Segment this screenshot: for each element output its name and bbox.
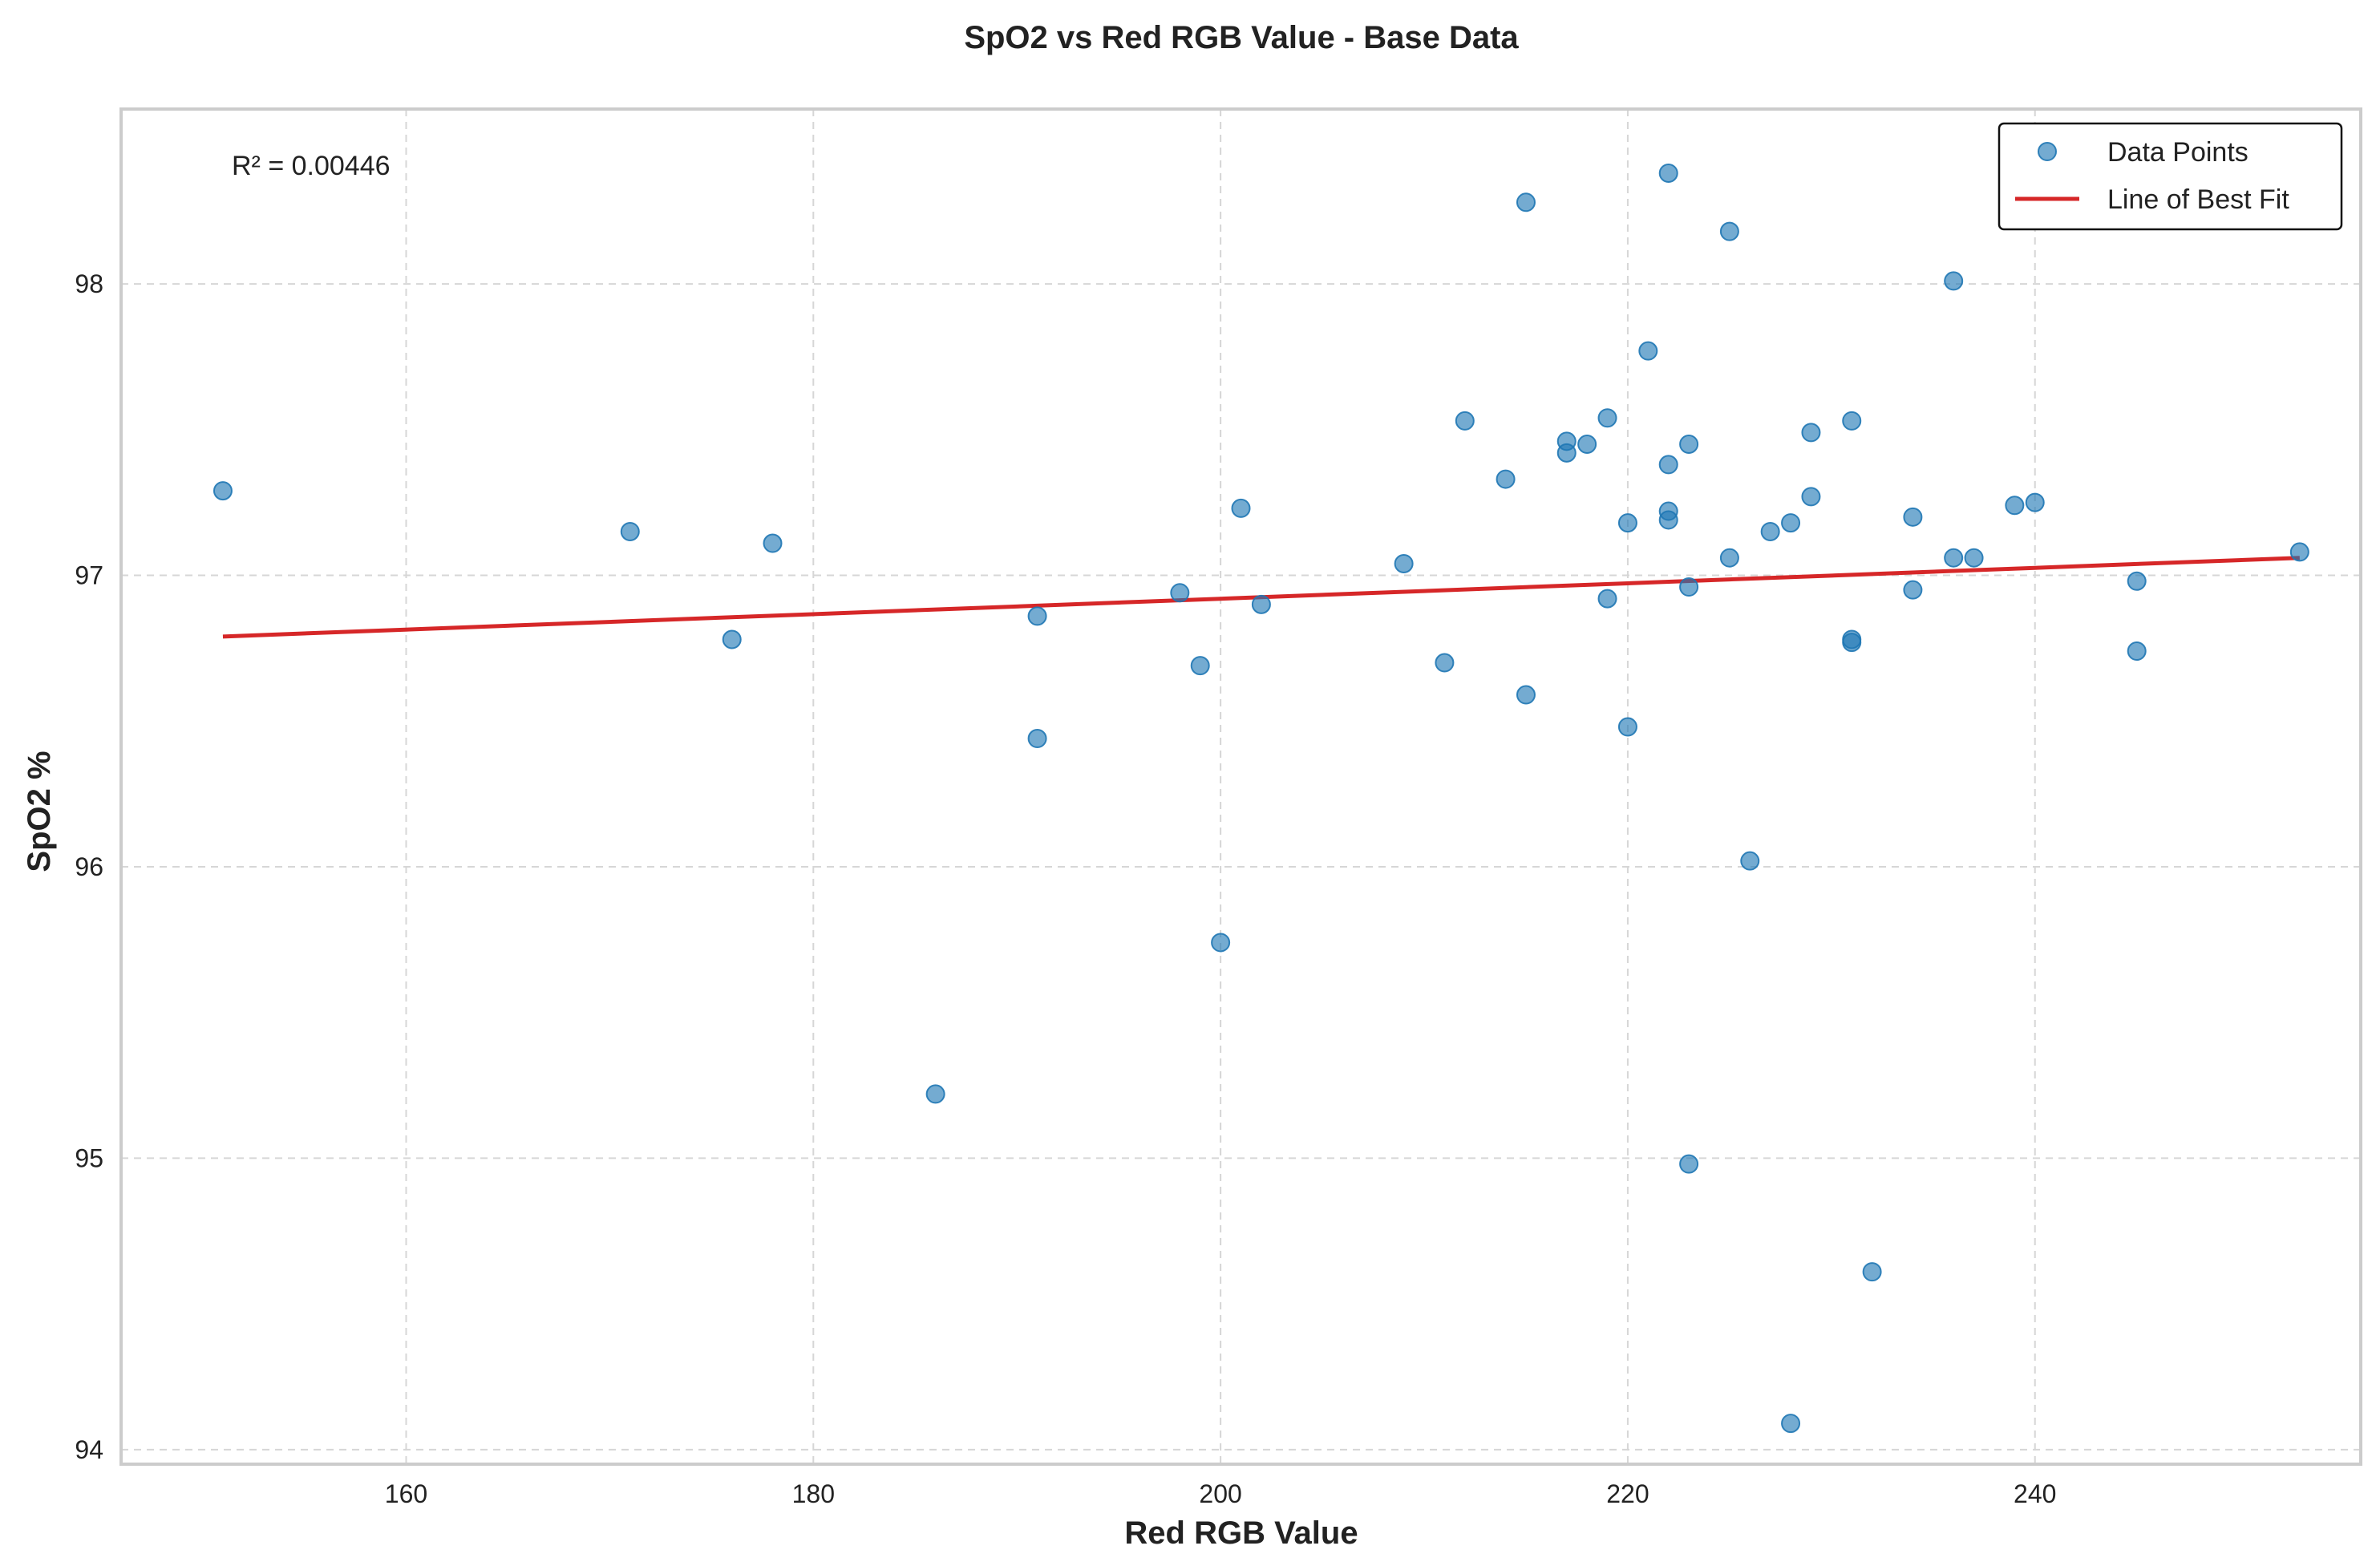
data-point — [763, 533, 783, 553]
data-point — [1658, 455, 1678, 475]
y-tick-label: 96 — [75, 852, 103, 881]
data-point — [1944, 271, 1964, 291]
data-point — [1679, 434, 1699, 454]
data-point — [1027, 606, 1047, 626]
data-point — [1516, 685, 1536, 705]
data-point — [1658, 163, 1678, 183]
data-point — [1516, 192, 1536, 212]
x-tick-label: 200 — [1199, 1479, 1241, 1508]
data-point — [1801, 423, 1821, 443]
data-point — [1801, 487, 1821, 507]
data-point — [1597, 408, 1617, 428]
x-tick-label: 160 — [385, 1479, 427, 1508]
y-tick-label: 98 — [75, 269, 103, 298]
data-point — [1556, 443, 1577, 463]
data-point — [1435, 653, 1455, 673]
data-point — [1496, 469, 1516, 489]
x-tick-label: 240 — [2014, 1479, 2056, 1508]
data-point — [620, 521, 640, 541]
data-point — [2005, 496, 2025, 516]
data-point — [1740, 851, 1760, 871]
y-tick-label: 97 — [75, 561, 103, 590]
data-point — [1597, 589, 1617, 609]
data-point — [2127, 641, 2147, 661]
data-point — [1658, 510, 1678, 530]
chart-title: SpO2 vs Red RGB Value - Base Data — [964, 20, 1519, 55]
data-point — [1679, 577, 1699, 597]
data-point — [1455, 411, 1475, 431]
legend-label-data-points: Data Points — [2107, 137, 2248, 168]
data-point — [1719, 221, 1739, 241]
x-tick-label: 180 — [792, 1479, 835, 1508]
grid-layer — [121, 109, 2361, 1464]
data-point — [1903, 580, 1923, 600]
data-point — [722, 629, 742, 649]
data-point — [1679, 1154, 1699, 1174]
data-point — [1760, 521, 1780, 541]
data-point — [2289, 542, 2309, 562]
data-point — [1617, 717, 1637, 737]
y-tick-label: 94 — [75, 1435, 103, 1464]
data-point — [212, 481, 233, 501]
r-squared-annotation: R² = 0.00446 — [232, 151, 391, 181]
data-point — [925, 1084, 945, 1104]
point-layer — [212, 163, 2309, 1434]
data-point — [1842, 411, 1862, 431]
data-point — [1781, 513, 1801, 533]
data-point — [1170, 583, 1190, 603]
data-point — [1190, 656, 1210, 676]
data-point — [1781, 1414, 1801, 1434]
legend-marker-data-points — [2038, 142, 2057, 161]
data-point — [1903, 507, 1923, 527]
x-tick-label: 220 — [1606, 1479, 1649, 1508]
plot-frame — [119, 107, 2362, 1466]
data-point — [1944, 548, 1964, 568]
y-tick-label: 95 — [75, 1143, 103, 1172]
data-point — [1617, 513, 1637, 533]
data-point — [2127, 571, 2147, 591]
data-point — [1964, 548, 1984, 568]
data-point — [1842, 633, 1862, 653]
data-point — [1577, 434, 1597, 454]
data-point — [1231, 498, 1251, 518]
data-point — [1394, 553, 1414, 573]
legend-label-best-fit: Line of Best Fit — [2107, 184, 2289, 215]
data-point — [1027, 729, 1047, 749]
data-point — [1862, 1262, 1882, 1282]
data-point — [1251, 594, 1271, 614]
data-point — [1211, 933, 1231, 953]
legend: Data Points Line of Best Fit — [1998, 122, 2343, 231]
y-axis-label: SpO2 % — [22, 751, 57, 872]
data-point — [1638, 341, 1658, 361]
tick-layer: 160 180 200 220 240 94 95 96 97 98 — [75, 269, 2056, 1508]
x-axis-label: Red RGB Value — [1124, 1515, 1358, 1551]
legend-box — [1998, 122, 2343, 231]
data-point — [2025, 492, 2045, 512]
data-point — [1719, 548, 1739, 568]
